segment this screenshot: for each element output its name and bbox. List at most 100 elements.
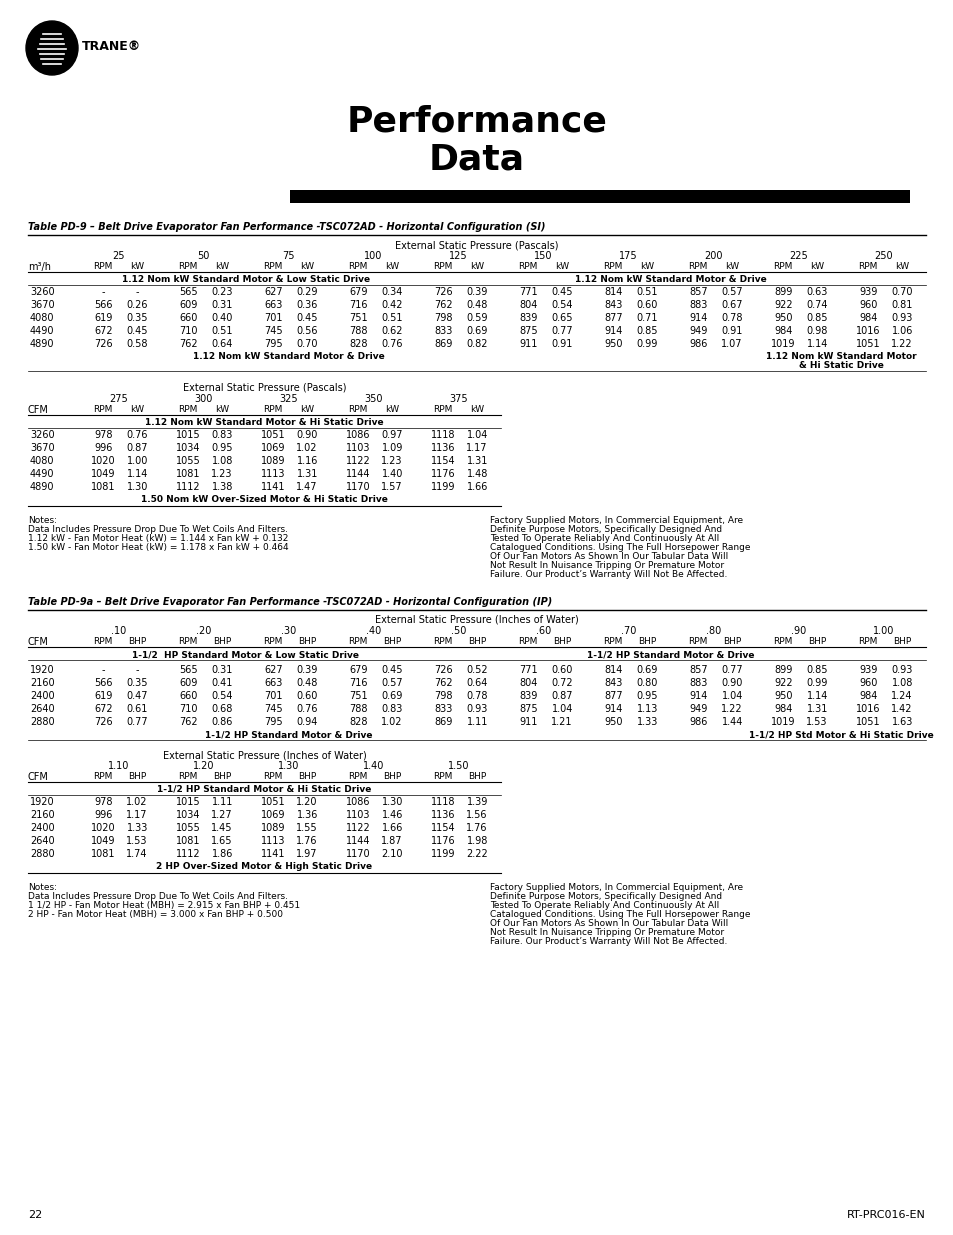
Text: 726: 726 [93, 338, 112, 350]
Text: 1.22: 1.22 [890, 338, 912, 350]
Text: 0.78: 0.78 [466, 692, 487, 701]
Text: 1086: 1086 [346, 797, 370, 806]
Text: Data Includes Pressure Drop Due To Wet Coils And Filters.: Data Includes Pressure Drop Due To Wet C… [28, 525, 288, 534]
Text: 2400: 2400 [30, 823, 54, 832]
Text: 911: 911 [518, 718, 537, 727]
Text: 0.39: 0.39 [296, 664, 317, 676]
Text: 1176: 1176 [431, 469, 455, 479]
Text: 1136: 1136 [431, 810, 455, 820]
Text: .30: .30 [280, 626, 295, 636]
Text: 1.23: 1.23 [381, 456, 402, 466]
Text: 1.31: 1.31 [296, 469, 317, 479]
Text: RPM: RPM [773, 262, 792, 270]
Text: 0.26: 0.26 [127, 300, 148, 310]
Text: RPM: RPM [433, 262, 453, 270]
Text: 1051: 1051 [260, 430, 285, 440]
Text: 795: 795 [264, 718, 282, 727]
Text: Data Includes Pressure Drop Due To Wet Coils And Filters.: Data Includes Pressure Drop Due To Wet C… [28, 892, 288, 902]
Text: 627: 627 [264, 287, 282, 296]
Text: 619: 619 [94, 312, 112, 324]
Text: 4890: 4890 [30, 482, 54, 492]
Text: 0.34: 0.34 [381, 287, 402, 296]
Text: BHP: BHP [213, 637, 231, 646]
Text: 300: 300 [194, 394, 213, 404]
Text: 0.29: 0.29 [296, 287, 317, 296]
Text: 0.90: 0.90 [296, 430, 317, 440]
Text: 1.30: 1.30 [277, 761, 299, 771]
Text: RPM: RPM [518, 637, 537, 646]
Text: .90: .90 [790, 626, 805, 636]
Text: 0.90: 0.90 [720, 678, 742, 688]
Text: 914: 914 [688, 312, 706, 324]
Text: 1170: 1170 [346, 482, 370, 492]
Text: 125: 125 [449, 251, 467, 261]
Text: 857: 857 [688, 287, 707, 296]
Text: 1-1/2 HP Standard Motor & Drive: 1-1/2 HP Standard Motor & Drive [205, 730, 372, 739]
Text: kW: kW [385, 262, 399, 270]
Text: .60: .60 [536, 626, 551, 636]
Text: 4490: 4490 [30, 326, 54, 336]
Text: 996: 996 [94, 443, 112, 453]
Text: 1.14: 1.14 [805, 338, 827, 350]
Text: 1081: 1081 [175, 469, 200, 479]
Text: Not Result In Nuisance Tripping Or Premature Motor: Not Result In Nuisance Tripping Or Prema… [490, 561, 723, 571]
Text: 0.91: 0.91 [551, 338, 573, 350]
Text: 0.40: 0.40 [212, 312, 233, 324]
Text: 1-1/2  HP Standard Motor & Low Static Drive: 1-1/2 HP Standard Motor & Low Static Dri… [132, 650, 359, 659]
Text: 0.54: 0.54 [551, 300, 573, 310]
Text: .80: .80 [705, 626, 720, 636]
Text: 869: 869 [434, 718, 452, 727]
Text: 1081: 1081 [175, 836, 200, 846]
Text: 1.45: 1.45 [212, 823, 233, 832]
Text: 1049: 1049 [91, 469, 115, 479]
Text: External Static Pressure (Pascals): External Static Pressure (Pascals) [395, 240, 558, 249]
Text: 762: 762 [434, 678, 452, 688]
Text: 0.64: 0.64 [466, 678, 487, 688]
Text: Definite Purpose Motors, Specifically Designed And: Definite Purpose Motors, Specifically De… [490, 525, 721, 534]
Text: 1.38: 1.38 [212, 482, 233, 492]
Text: External Static Pressure (Inches of Water): External Static Pressure (Inches of Wate… [375, 615, 578, 625]
Text: 1069: 1069 [261, 443, 285, 453]
Text: BHP: BHP [638, 637, 656, 646]
Text: 1141: 1141 [261, 482, 285, 492]
Text: Notes:: Notes: [28, 516, 57, 525]
Text: 1.30: 1.30 [381, 797, 402, 806]
Text: RPM: RPM [263, 772, 283, 781]
Text: 1055: 1055 [175, 823, 200, 832]
Text: Performance: Performance [346, 105, 607, 140]
Text: CFM: CFM [28, 405, 49, 415]
Text: 75: 75 [282, 251, 294, 261]
Text: RPM: RPM [858, 262, 877, 270]
Text: 1.14: 1.14 [805, 692, 827, 701]
Text: 0.95: 0.95 [636, 692, 658, 701]
Text: 2640: 2640 [30, 704, 54, 714]
Text: 1.46: 1.46 [381, 810, 402, 820]
Text: 1.12 Nom kW Standard Motor & Hi Static Drive: 1.12 Nom kW Standard Motor & Hi Static D… [145, 417, 383, 427]
Text: 771: 771 [518, 664, 537, 676]
Text: 914: 914 [603, 704, 621, 714]
Text: 1.40: 1.40 [362, 761, 384, 771]
Text: 1089: 1089 [261, 823, 285, 832]
Text: 0.70: 0.70 [890, 287, 912, 296]
Text: RPM: RPM [348, 262, 368, 270]
Text: 804: 804 [518, 678, 537, 688]
Text: 1.00: 1.00 [127, 456, 148, 466]
Text: 1.08: 1.08 [890, 678, 912, 688]
Text: BHP: BHP [722, 637, 740, 646]
Text: 1.50 kW - Fan Motor Heat (kW) = 1.178 x Fan kW + 0.464: 1.50 kW - Fan Motor Heat (kW) = 1.178 x … [28, 543, 289, 552]
Text: 798: 798 [434, 312, 452, 324]
Text: 1.13: 1.13 [636, 704, 658, 714]
Text: kW: kW [470, 262, 484, 270]
Text: RPM: RPM [93, 637, 112, 646]
Text: 0.95: 0.95 [212, 443, 233, 453]
Text: BHP: BHP [297, 637, 316, 646]
Bar [290, 190, 909, 203]
Text: 1122: 1122 [345, 456, 370, 466]
Text: 1.30: 1.30 [127, 482, 148, 492]
Text: 1920: 1920 [30, 664, 54, 676]
Text: 877: 877 [603, 312, 622, 324]
Text: & Hi Static Drive: & Hi Static Drive [798, 361, 882, 370]
Text: 2 HP - Fan Motor Heat (MBH) = 3.000 x Fan BHP + 0.500: 2 HP - Fan Motor Heat (MBH) = 3.000 x Fa… [28, 910, 283, 919]
Text: 2400: 2400 [30, 692, 54, 701]
Text: 1.48: 1.48 [466, 469, 487, 479]
